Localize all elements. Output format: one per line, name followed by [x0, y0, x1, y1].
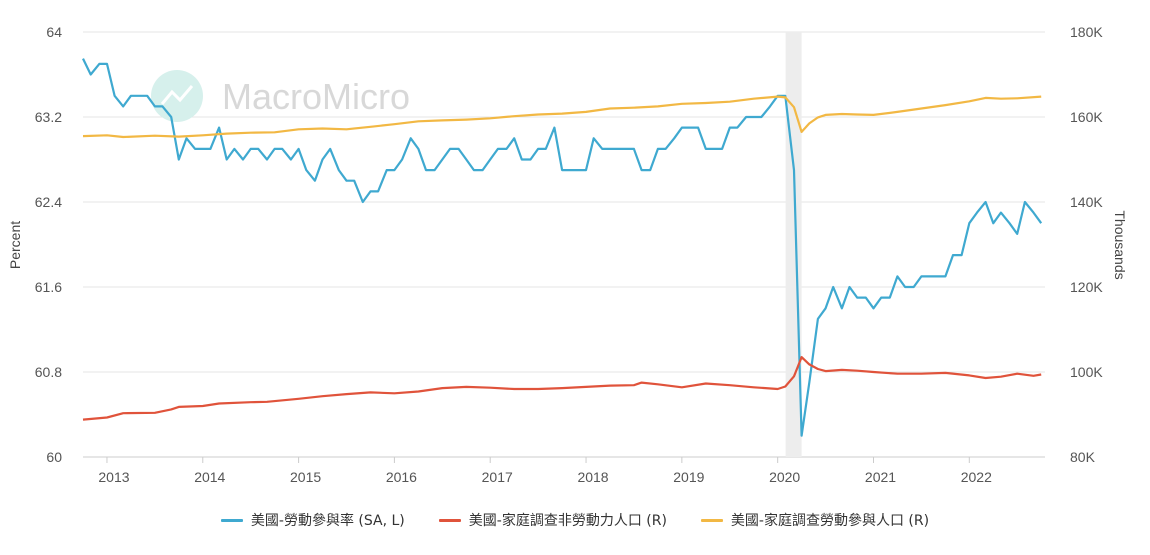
legend-label: 美國-家庭調查勞動參與人口 (R): [730, 513, 930, 529]
x-tick-label: 2016: [386, 469, 417, 485]
right-tick-label: 120K: [1070, 279, 1103, 295]
legend-item-2[interactable]: 美國-家庭調查非勞動力人口 (R): [438, 510, 667, 530]
series-line-3: [82, 95, 1042, 139]
x-tick-label: 2017: [482, 469, 513, 485]
left-axis-ticks: 64 63.2 62.4 61.6 60.8 60: [35, 24, 62, 465]
series-layer: [82, 58, 1043, 437]
legend-label: 美國-家庭調查非勞動力人口 (R): [468, 513, 667, 529]
legend-item-3[interactable]: 美國-家庭調查勞動參與人口 (R): [700, 510, 930, 530]
legend-label: 美國-勞動參與率 (SA, L): [250, 513, 405, 529]
legend-item-1[interactable]: 美國-勞動參與率 (SA, L): [220, 510, 405, 530]
left-tick-label: 63.2: [35, 109, 62, 125]
x-axis-ticks: 2013 2014 2015 2016 2017 2018 2019 2020 2021 2022: [98, 457, 992, 485]
x-tick-label: 2022: [961, 469, 992, 485]
series-line-1: [82, 58, 1043, 437]
gridlines: [83, 31, 1045, 458]
left-tick-label: 61.6: [35, 279, 62, 295]
x-tick-label: 2013: [98, 469, 129, 485]
watermark-text: MacroMicro: [222, 76, 410, 117]
right-tick-label: 180K: [1070, 24, 1103, 40]
left-tick-label: 60: [46, 449, 62, 465]
x-tick-label: 2019: [673, 469, 704, 485]
left-tick-label: 60.8: [35, 364, 62, 380]
legend-swatch: [220, 518, 243, 522]
right-tick-label: 160K: [1070, 109, 1103, 125]
series-line-2: [82, 356, 1042, 421]
right-axis-ticks: 180K 160K 140K 120K 100K 80K: [1070, 24, 1103, 465]
x-tick-label: 2018: [577, 469, 608, 485]
legend-swatch: [700, 518, 723, 522]
left-tick-label: 62.4: [35, 194, 62, 210]
left-axis-title: Percent: [7, 221, 23, 269]
shaded-period: [785, 32, 802, 457]
x-tick-label: 2014: [194, 469, 225, 485]
legend-swatch: [438, 518, 461, 522]
legend: 美國-勞動參與率 (SA, L) 美國-家庭調查非勞動力人口 (R) 美國-家庭調查…: [0, 510, 1150, 530]
right-axis-title: Thousands: [1112, 210, 1128, 279]
x-tick-label: 2015: [290, 469, 321, 485]
x-tick-label: 2021: [865, 469, 896, 485]
watermark: MacroMicro: [151, 70, 410, 122]
right-tick-label: 140K: [1070, 194, 1103, 210]
right-tick-label: 80K: [1070, 449, 1096, 465]
watermark-trend-icon: [160, 85, 194, 105]
left-tick-label: 64: [46, 24, 62, 40]
right-tick-label: 100K: [1070, 364, 1103, 380]
x-tick-label: 2020: [769, 469, 800, 485]
